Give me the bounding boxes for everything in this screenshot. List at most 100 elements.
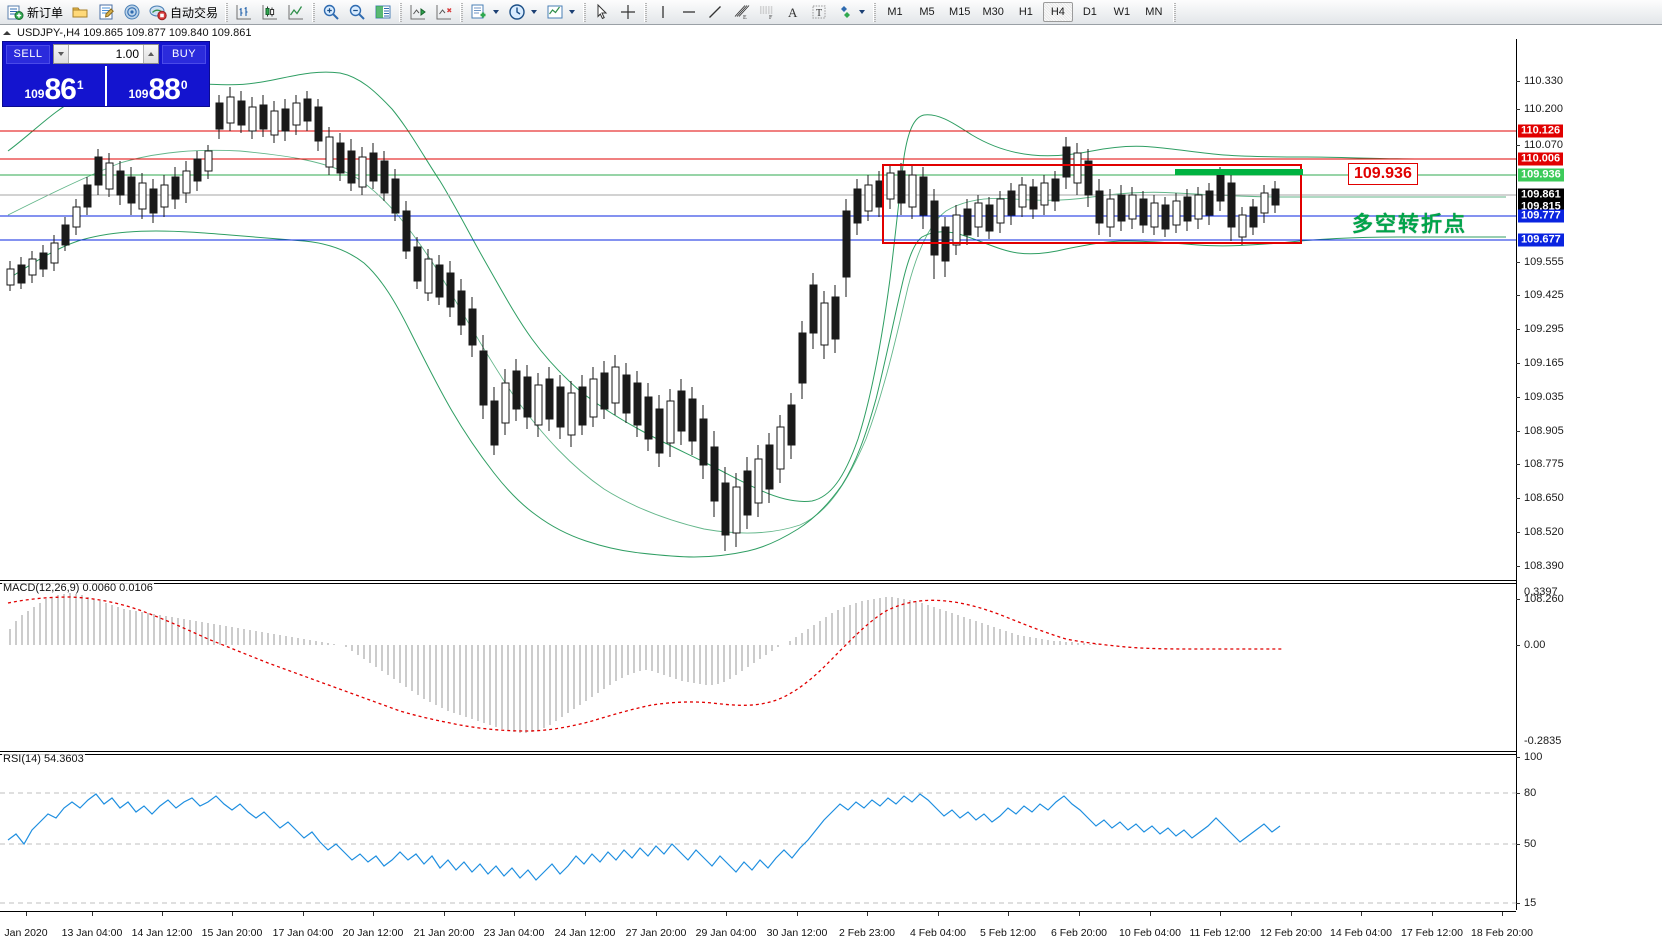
time-tick bbox=[1432, 912, 1433, 916]
time-tick bbox=[162, 912, 163, 916]
candlestick-chart-button[interactable] bbox=[257, 1, 283, 23]
price-tick bbox=[1516, 397, 1520, 398]
equidistant-channel-icon: F bbox=[760, 6, 774, 21]
text-label-button[interactable]: T bbox=[806, 1, 832, 23]
shift-end-button[interactable] bbox=[405, 1, 431, 23]
signals-button[interactable] bbox=[119, 1, 145, 23]
time-tick bbox=[1079, 912, 1080, 916]
volume-decrease-button[interactable] bbox=[54, 45, 69, 63]
timeframe-m15[interactable]: M15 bbox=[949, 6, 971, 18]
price-badge-109777: 109.777 bbox=[1518, 209, 1564, 223]
signals-icon bbox=[124, 4, 140, 20]
volume-stepper[interactable]: 1.00 bbox=[53, 44, 159, 64]
data-window-button[interactable] bbox=[370, 1, 396, 23]
price-label-109425: 109.425 bbox=[1524, 289, 1564, 301]
cursor-button[interactable] bbox=[589, 1, 615, 23]
sell-price-display[interactable]: 109 86 1 bbox=[3, 66, 107, 106]
toolbar-separator bbox=[225, 2, 229, 22]
price-axis-line bbox=[1516, 39, 1517, 910]
horizontal-line-button[interactable] bbox=[676, 1, 702, 23]
candlestick-series bbox=[6, 87, 1280, 551]
timeframe-m30[interactable]: M30 bbox=[982, 6, 1004, 18]
consolidation-rectangle[interactable] bbox=[882, 164, 1302, 244]
macd-histogram bbox=[9, 593, 1097, 733]
price-label-109295: 109.295 bbox=[1524, 323, 1564, 335]
volume-input[interactable]: 1.00 bbox=[115, 47, 139, 61]
bollinger-middle-band bbox=[7, 149, 1506, 534]
text-icon: A bbox=[788, 5, 798, 20]
auto-trading-label: 自动交易 bbox=[170, 5, 219, 20]
metaeditor-button[interactable] bbox=[93, 1, 119, 23]
trendline-button[interactable] bbox=[702, 1, 728, 23]
shapes-button[interactable] bbox=[832, 1, 870, 23]
shapes-dropdown-caret[interactable] bbox=[857, 3, 866, 21]
equidistant-channel-button[interactable]: F bbox=[754, 1, 780, 23]
price-label-108775: 108.775 bbox=[1524, 458, 1564, 470]
fibonacci-button[interactable]: E bbox=[728, 1, 754, 23]
toolbar-separator bbox=[873, 2, 877, 22]
auto-trading-button[interactable]: 自动交易 bbox=[145, 1, 222, 23]
one-click-trading-panel[interactable]: SELL 1.00 BUY 109 86 1 109 88 0 bbox=[2, 41, 210, 107]
price-label-110200: 110.200 bbox=[1524, 103, 1563, 115]
timeframe-d1[interactable]: D1 bbox=[1082, 6, 1097, 18]
period-icon bbox=[509, 4, 525, 20]
time-label-10: 29 Jan 04:00 bbox=[695, 927, 757, 939]
macd-pane-divider bbox=[0, 580, 1516, 581]
line-chart-button[interactable] bbox=[283, 1, 309, 23]
buy-button[interactable]: BUY bbox=[162, 44, 206, 64]
time-tick bbox=[797, 912, 798, 916]
templates-dropdown-caret[interactable] bbox=[567, 3, 576, 21]
buy-price-prefix: 109 bbox=[128, 87, 149, 101]
price-callout[interactable]: 109.936 bbox=[1348, 163, 1418, 185]
timeframe-group: M1 M5 M15 M30 H1 H4 D1 W1 MN bbox=[879, 2, 1170, 22]
price-label-108650: 108.650 bbox=[1524, 492, 1564, 504]
new-order-button[interactable]: 新订单 bbox=[2, 1, 67, 23]
timeframe-w1[interactable]: W1 bbox=[1113, 6, 1131, 18]
timeframe-m1[interactable]: M1 bbox=[887, 6, 903, 18]
templates-button[interactable] bbox=[542, 1, 580, 23]
candlestick-chart-icon bbox=[262, 5, 278, 20]
symbol-info-line: USDJPY-,H4 109.865 109.877 109.840 109.8… bbox=[0, 26, 600, 39]
crosshair-button[interactable] bbox=[615, 1, 641, 23]
zoom-out-button[interactable] bbox=[344, 1, 370, 23]
time-tick bbox=[1502, 912, 1503, 916]
new-order-icon bbox=[7, 5, 24, 20]
svg-text:T: T bbox=[816, 8, 822, 19]
resistance-highlight-zone[interactable] bbox=[1175, 169, 1303, 175]
time-label-11: 30 Jan 12:00 bbox=[766, 927, 828, 939]
collapse-arrow-icon[interactable] bbox=[3, 28, 12, 37]
volume-increase-button[interactable] bbox=[143, 45, 158, 63]
rsi-chart-canvas[interactable] bbox=[0, 756, 1516, 912]
macd-chart-canvas[interactable] bbox=[0, 585, 1516, 753]
timeframe-h1[interactable]: H1 bbox=[1018, 6, 1033, 18]
timeframe-mn[interactable]: MN bbox=[1145, 6, 1163, 18]
buy-price-display[interactable]: 109 88 0 bbox=[107, 66, 209, 106]
trendline-icon bbox=[709, 6, 721, 18]
bar-chart-button[interactable] bbox=[231, 1, 257, 23]
chart-area[interactable]: 109.936 多空转折点 110.330 110.200 110.070 10… bbox=[0, 39, 1662, 949]
price-tick bbox=[1516, 431, 1520, 432]
folder-button[interactable] bbox=[67, 1, 93, 23]
zoom-in-button[interactable] bbox=[318, 1, 344, 23]
toolbar-separator bbox=[583, 2, 587, 22]
period-button[interactable] bbox=[504, 1, 542, 23]
vertical-line-button[interactable] bbox=[650, 1, 676, 23]
time-label-16: 10 Feb 04:00 bbox=[1119, 927, 1181, 939]
period-dropdown-caret[interactable] bbox=[529, 3, 538, 21]
macd-pane-divider-2 bbox=[0, 583, 1516, 584]
rsi-axis-tick bbox=[1516, 757, 1520, 758]
rsi-pane-divider bbox=[0, 751, 1516, 752]
text-button[interactable]: A bbox=[780, 1, 806, 23]
timeframe-m5[interactable]: M5 bbox=[919, 6, 935, 18]
shapes-icon bbox=[841, 6, 851, 18]
rsi-axis-label-100: 100 bbox=[1524, 751, 1543, 763]
sell-button[interactable]: SELL bbox=[6, 44, 50, 64]
rsi-axis-label-80: 80 bbox=[1524, 787, 1537, 799]
auto-scroll-button[interactable] bbox=[431, 1, 457, 23]
chinese-annotation[interactable]: 多空转折点 bbox=[1352, 213, 1467, 236]
timeframe-h4[interactable]: H4 bbox=[1042, 2, 1073, 22]
indicators-button[interactable] bbox=[466, 1, 504, 23]
price-chart-canvas[interactable] bbox=[0, 39, 1516, 572]
indicators-dropdown-caret[interactable] bbox=[491, 3, 500, 21]
time-label-0: Jan 2020 bbox=[4, 927, 48, 939]
